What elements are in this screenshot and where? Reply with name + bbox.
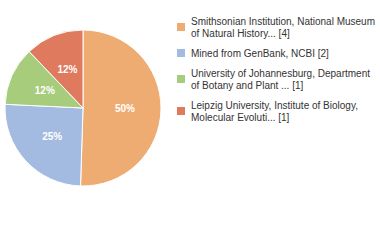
svg-text:Leipzig University, Institute: Leipzig University, Institute of Biology… — [191, 100, 361, 111]
svg-text:12%: 12% — [57, 64, 77, 75]
svg-text:25%: 25% — [42, 131, 62, 142]
svg-text:Molecular Evoluti... [1]: Molecular Evoluti... [1] — [191, 112, 290, 123]
svg-text:of Botany and Plant ... [1]: of Botany and Plant ... [1] — [191, 80, 304, 91]
svg-text:12%: 12% — [35, 85, 55, 96]
svg-text:University of Johannesburg, De: University of Johannesburg, Department — [191, 68, 373, 79]
svg-text:Mined from GenBank, NCBI [2]: Mined from GenBank, NCBI [2] — [191, 48, 329, 59]
svg-text:Smithsonian Institution, Natio: Smithsonian Institution, National Museum — [191, 16, 378, 27]
svg-text:of Natural History... [4]: of Natural History... [4] — [191, 28, 290, 39]
svg-text:50%: 50% — [115, 103, 135, 114]
